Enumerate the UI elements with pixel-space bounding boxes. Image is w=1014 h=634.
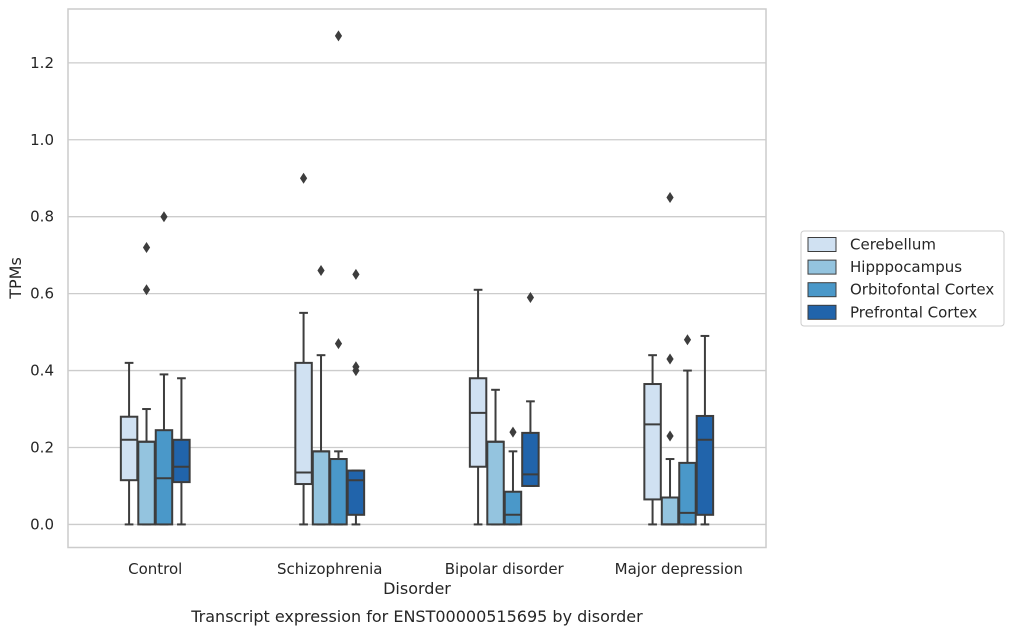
box <box>137 440 156 526</box>
box <box>468 377 488 468</box>
legend-swatch <box>807 282 837 298</box>
outlier-point <box>526 291 535 303</box>
y-tick-label: 0.4 <box>30 362 54 380</box>
legend-label: Orbitofontal Cortex <box>850 281 994 299</box>
box-group <box>154 211 174 526</box>
legend-swatch <box>807 237 837 252</box>
box <box>503 490 523 526</box>
box-group <box>678 334 697 526</box>
outlier-point <box>352 268 360 280</box>
box-group <box>311 265 331 526</box>
outlier-point <box>299 172 308 184</box>
outlier-point <box>317 265 325 277</box>
box-group <box>503 426 523 526</box>
outlier-point <box>666 353 674 365</box>
legend-frame <box>800 230 1005 327</box>
box-group <box>346 268 366 526</box>
x-tick-label: Bipolar disorder <box>445 560 565 578</box>
y-tick-label: 0.0 <box>30 515 54 533</box>
outlier-point <box>509 426 517 438</box>
legend-swatch <box>807 304 837 320</box>
legend-label: Hipppocampus <box>850 258 962 276</box>
legend: Cerebellum Hipppocampus Orbitofontal Corte… <box>800 230 1005 327</box>
box <box>643 383 662 501</box>
box-series <box>119 30 715 526</box>
box-group <box>294 172 313 526</box>
x-tick-labels: Control Schizophrenia Bipolar disorder Majo… <box>128 560 743 578</box>
box-group <box>137 241 156 526</box>
x-tick-label: Schizophrenia <box>277 560 382 578</box>
box <box>172 438 191 484</box>
box-group <box>486 388 505 526</box>
plot-frame <box>67 8 767 549</box>
box <box>660 496 680 526</box>
outlier-point <box>142 241 151 253</box>
box <box>311 450 331 526</box>
outlier-point <box>666 191 674 203</box>
box <box>486 440 505 526</box>
y-tick-label: 0.8 <box>30 208 54 226</box>
y-axis-label: TPMs <box>6 257 25 300</box>
box <box>695 414 715 516</box>
outlier-point <box>352 361 360 373</box>
box <box>521 431 540 487</box>
outlier-point <box>334 338 343 350</box>
box-group <box>695 334 715 526</box>
outlier-point <box>683 334 692 346</box>
box-group <box>329 30 348 526</box>
box-group <box>119 361 139 526</box>
outlier-point <box>142 284 151 296</box>
box-group <box>643 354 662 526</box>
box-group <box>172 377 191 526</box>
x-tick-label: Major depression <box>615 560 743 578</box>
outlier-point <box>666 430 674 442</box>
y-tick-label: 0.6 <box>30 285 54 303</box>
box <box>329 458 348 526</box>
box-group <box>468 288 488 526</box>
box <box>346 469 366 516</box>
box <box>294 361 313 486</box>
x-axis-label: Disorder <box>383 579 451 598</box>
legend-swatch <box>807 259 837 275</box>
outlier-point <box>334 30 343 42</box>
y-tick-label: 1.2 <box>30 54 54 72</box>
legend-label: Prefrontal Cortex <box>850 303 977 321</box>
chart-caption: Transcript expression for ENST0000051569… <box>190 607 643 626</box>
outlier-point <box>160 211 168 223</box>
y-tick-labels: 0.0 0.2 0.4 0.6 0.8 1.0 1.2 <box>30 54 54 534</box>
y-tick-label: 0.2 <box>30 438 54 456</box>
legend-label: Cerebellum <box>850 236 936 254</box>
y-tick-label: 1.0 <box>30 131 54 149</box>
box-group <box>521 291 540 487</box>
box <box>678 461 697 526</box>
box <box>119 415 139 482</box>
x-tick-label: Control <box>128 560 182 578</box>
